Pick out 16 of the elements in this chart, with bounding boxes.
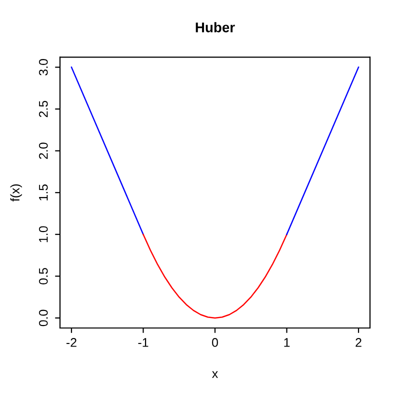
y-tick-label: 1.0	[38, 226, 48, 242]
y-tick-label: 0.5	[38, 268, 48, 284]
y-axis-title: f(x)	[10, 184, 22, 202]
x-tick-label: -2	[66, 338, 76, 347]
y-tick-label: 3.0	[38, 59, 48, 76]
y-tick-label: 2.0	[38, 142, 48, 159]
y-tick-label: 2.5	[38, 100, 48, 118]
chart-title: Huber	[196, 22, 235, 32]
x-tick-label: 0	[212, 338, 218, 347]
x-axis-title: x	[212, 371, 218, 378]
line-series	[142, 234, 288, 319]
x-tick-label: 1	[284, 338, 290, 347]
x-tick-label: -1	[138, 338, 148, 347]
y-tick-label: 1.5	[39, 184, 48, 200]
x-tick-label: 2	[356, 338, 362, 347]
y-tick-label: 0.0	[38, 310, 48, 326]
